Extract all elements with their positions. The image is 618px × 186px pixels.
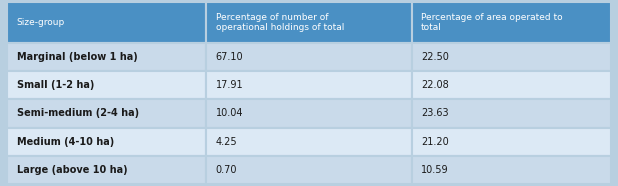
FancyBboxPatch shape — [7, 128, 206, 156]
FancyBboxPatch shape — [412, 43, 611, 71]
FancyBboxPatch shape — [206, 2, 412, 43]
FancyBboxPatch shape — [206, 156, 412, 184]
Text: 22.08: 22.08 — [421, 80, 449, 90]
Text: Semi-medium (2-4 ha): Semi-medium (2-4 ha) — [17, 108, 139, 118]
FancyBboxPatch shape — [412, 156, 611, 184]
FancyBboxPatch shape — [412, 128, 611, 156]
Text: Size-group: Size-group — [17, 18, 65, 27]
Text: Small (1-2 ha): Small (1-2 ha) — [17, 80, 94, 90]
FancyBboxPatch shape — [206, 128, 412, 156]
Text: Percentage of area operated to
total: Percentage of area operated to total — [421, 13, 562, 32]
Text: 21.20: 21.20 — [421, 137, 449, 147]
FancyBboxPatch shape — [412, 2, 611, 43]
Text: 4.25: 4.25 — [216, 137, 237, 147]
FancyBboxPatch shape — [7, 156, 206, 184]
Text: 10.59: 10.59 — [421, 165, 449, 175]
FancyBboxPatch shape — [412, 71, 611, 99]
FancyBboxPatch shape — [7, 99, 206, 128]
Text: Medium (4-10 ha): Medium (4-10 ha) — [17, 137, 114, 147]
Text: Percentage of number of
operational holdings of total: Percentage of number of operational hold… — [216, 13, 344, 32]
Text: 17.91: 17.91 — [216, 80, 243, 90]
FancyBboxPatch shape — [206, 99, 412, 128]
Text: 10.04: 10.04 — [216, 108, 243, 118]
Text: 0.70: 0.70 — [216, 165, 237, 175]
FancyBboxPatch shape — [412, 99, 611, 128]
Text: 23.63: 23.63 — [421, 108, 449, 118]
FancyBboxPatch shape — [7, 2, 206, 43]
FancyBboxPatch shape — [206, 71, 412, 99]
Text: 67.10: 67.10 — [216, 52, 243, 62]
FancyBboxPatch shape — [7, 43, 206, 71]
Text: Marginal (below 1 ha): Marginal (below 1 ha) — [17, 52, 137, 62]
FancyBboxPatch shape — [7, 71, 206, 99]
Text: 22.50: 22.50 — [421, 52, 449, 62]
FancyBboxPatch shape — [206, 43, 412, 71]
Text: Large (above 10 ha): Large (above 10 ha) — [17, 165, 127, 175]
